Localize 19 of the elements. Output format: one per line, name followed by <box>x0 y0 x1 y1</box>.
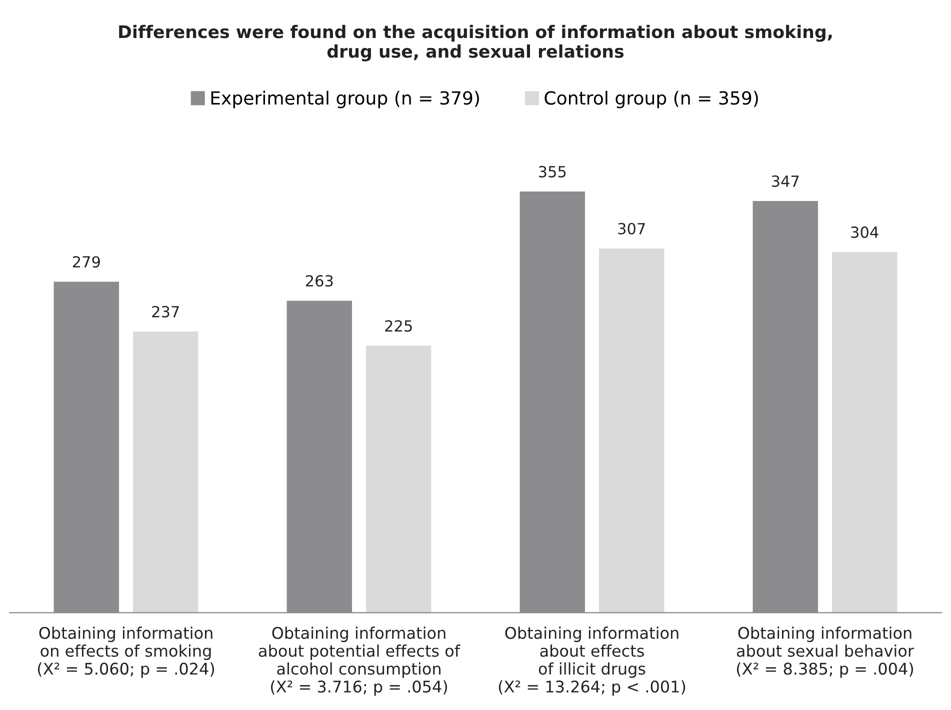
bar <box>598 248 664 613</box>
bar <box>132 332 198 613</box>
x-tick-label: Obtaining information about effects of illicit drugs (X² = 13.264; p < .001) <box>498 626 686 696</box>
data-label: 304 <box>851 226 878 238</box>
legend-label: Control group (n = 359) <box>544 90 758 108</box>
data-label: 347 <box>772 175 799 187</box>
x-tick-label: Obtaining information about sexual behavior (X² = 8.385; p = .004) <box>736 626 914 678</box>
x-tick-label: Obtaining information about potential effects of alcohol consumption (X² = 3.716; p = .054) <box>258 626 460 696</box>
x-tick-label: Obtaining information on effects of smoking (X² = 5.060; p = .024) <box>38 626 214 678</box>
bar <box>832 252 898 613</box>
chart-title: Differences were found on the acquisition of information about smoking, drug use, and sexual relations <box>119 24 832 62</box>
data-label: 355 <box>538 166 566 178</box>
data-label: 237 <box>152 306 179 318</box>
data-label: 307 <box>618 222 645 234</box>
legend-label: Experimental group (n = 379) <box>211 90 479 108</box>
data-label: 225 <box>385 320 412 332</box>
bar <box>366 346 432 613</box>
data-label: 263 <box>306 275 333 287</box>
data-label: 279 <box>72 256 100 268</box>
